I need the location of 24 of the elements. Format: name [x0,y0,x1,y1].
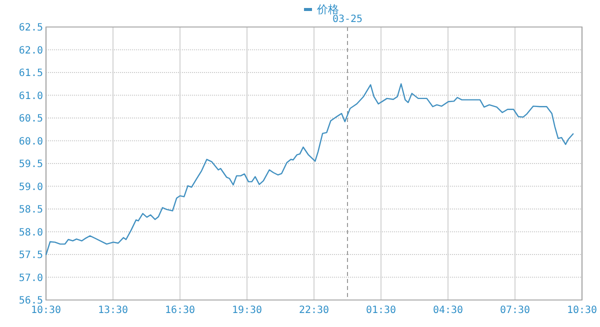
y-tick-label: 60.0 [18,136,43,148]
y-tick-label: 57.0 [18,272,43,284]
y-tick-label: 58.0 [18,227,43,238]
x-tick-label: 07:30 [500,305,530,316]
x-tick-label: 10:30 [30,305,62,316]
x-tick-label: 01:30 [366,305,396,316]
x-tick-label: 22:30 [298,305,330,316]
y-tick-label: 61.5 [18,68,43,79]
y-tick-label: 60.5 [18,114,43,124]
y-tick-label: 62.0 [18,45,43,56]
y-tick-label: 59.0 [18,182,43,193]
x-tick-label: 13:30 [98,305,128,316]
x-tick-label: 16:30 [164,305,196,316]
y-tick-label: 56.5 [18,296,43,306]
x-tick-label: 10:30 [566,305,598,316]
x-tick-label: 04:30 [432,305,464,316]
y-tick-label: 57.5 [18,250,43,261]
y-tick-label: 58.5 [18,204,43,216]
y-tick-label: 59.5 [18,159,43,170]
ref-line-label: 03-25 [332,14,363,25]
x-tick-label: 19:30 [232,305,262,316]
legend-label: 价格 [316,3,339,16]
y-tick-label: 61.0 [18,90,43,102]
y-tick-label: 62.5 [18,22,43,34]
